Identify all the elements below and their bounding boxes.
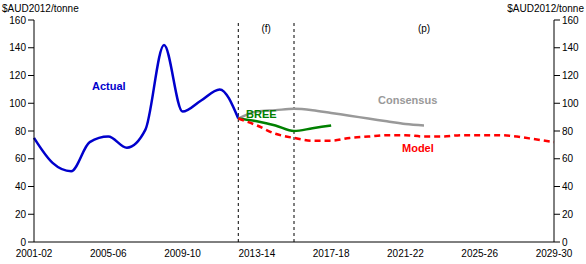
svg-text:2017-18: 2017-18 xyxy=(313,248,350,259)
svg-text:0: 0 xyxy=(562,237,568,248)
svg-text:80: 80 xyxy=(562,126,574,137)
svg-text:2029-30: 2029-30 xyxy=(536,248,573,259)
svg-text:60: 60 xyxy=(15,153,27,164)
svg-text:2009-10: 2009-10 xyxy=(164,248,201,259)
svg-text:100: 100 xyxy=(9,98,26,109)
svg-text:160: 160 xyxy=(9,15,26,26)
svg-text:80: 80 xyxy=(15,126,27,137)
svg-text:60: 60 xyxy=(562,153,574,164)
svg-text:(f): (f) xyxy=(261,23,270,34)
svg-text:2013-14: 2013-14 xyxy=(239,248,276,259)
svg-text:40: 40 xyxy=(562,181,574,192)
html-text:$AUD2012/tonne: $AUD2012/tonne xyxy=(2,3,79,14)
svg-text:40: 40 xyxy=(15,181,27,192)
svg-text:20: 20 xyxy=(15,209,27,220)
html-text:Actual: Actual xyxy=(92,80,126,92)
html-text:BREE: BREE xyxy=(246,108,277,120)
svg-text:(p): (p) xyxy=(418,23,430,34)
svg-text:2025-26: 2025-26 xyxy=(461,248,498,259)
svg-text:100: 100 xyxy=(562,98,578,109)
svg-text:120: 120 xyxy=(9,70,26,81)
html-text:Model: Model xyxy=(402,142,434,154)
svg-text:2005-06: 2005-06 xyxy=(90,248,127,259)
svg-text:140: 140 xyxy=(9,42,26,53)
svg-text:2001-02: 2001-02 xyxy=(16,248,53,259)
html-text:Consensus: Consensus xyxy=(378,94,438,106)
html-text:$AUD2012/tonne: $AUD2012/tonne xyxy=(507,3,584,14)
svg-text:2021-22: 2021-22 xyxy=(387,248,424,259)
svg-text:140: 140 xyxy=(562,42,578,53)
svg-text:160: 160 xyxy=(562,15,578,26)
svg-text:120: 120 xyxy=(562,70,578,81)
svg-text:20: 20 xyxy=(562,209,574,220)
svg-text:0: 0 xyxy=(20,237,26,248)
